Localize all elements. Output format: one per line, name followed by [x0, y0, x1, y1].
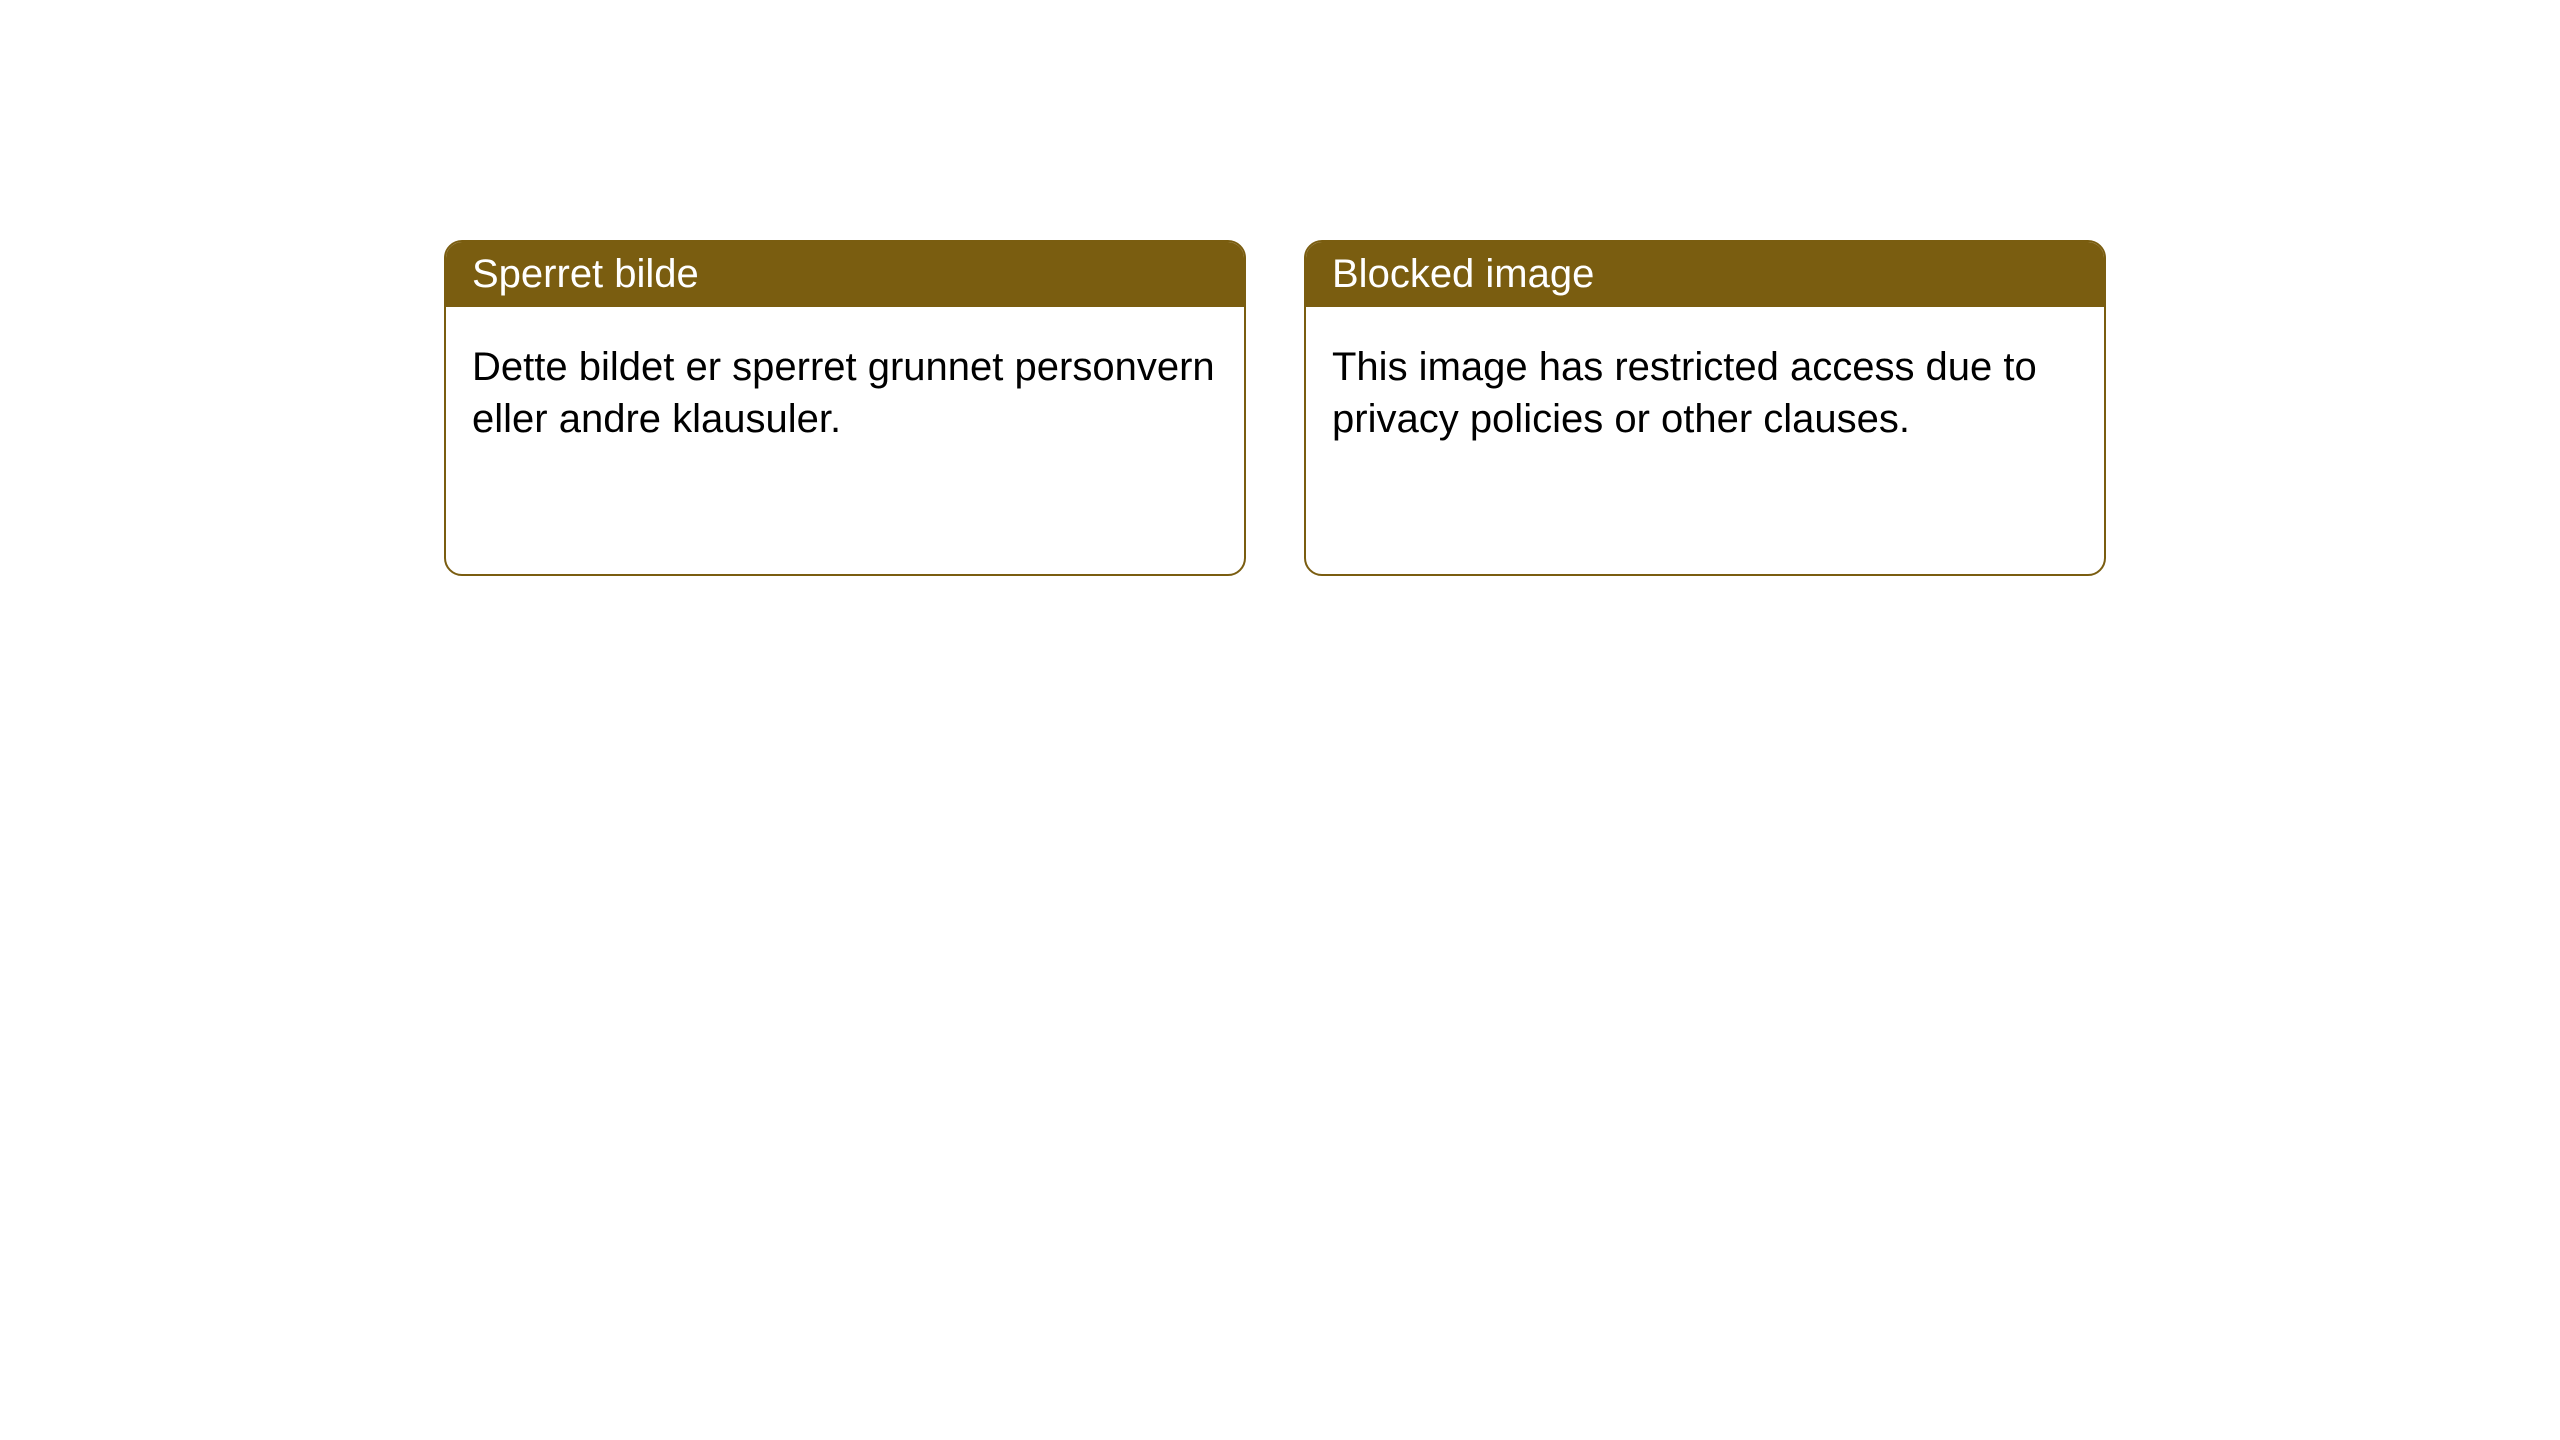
- notice-container: Sperret bilde Dette bildet er sperret gr…: [444, 240, 2106, 576]
- notice-body-norwegian: Dette bildet er sperret grunnet personve…: [446, 307, 1244, 479]
- notice-title-norwegian: Sperret bilde: [446, 242, 1244, 307]
- notice-title-english: Blocked image: [1306, 242, 2104, 307]
- notice-card-norwegian: Sperret bilde Dette bildet er sperret gr…: [444, 240, 1246, 576]
- notice-card-english: Blocked image This image has restricted …: [1304, 240, 2106, 576]
- notice-body-english: This image has restricted access due to …: [1306, 307, 2104, 479]
